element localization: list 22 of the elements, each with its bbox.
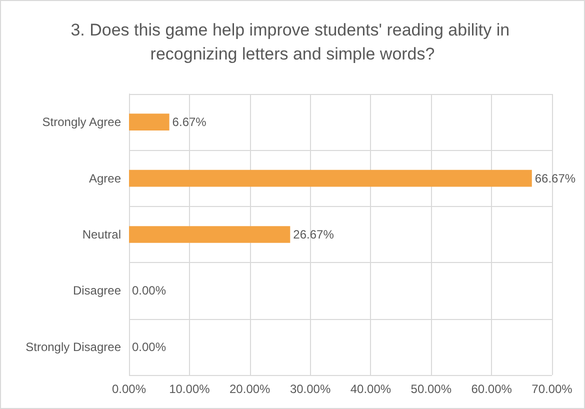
x-tick-label: 40.00% <box>350 382 392 396</box>
x-tick-label: 20.00% <box>230 382 271 396</box>
chart-title: 3. Does this game help improve students' reading ability in recognizing letters and simple words? <box>70 20 514 64</box>
bar <box>129 170 532 187</box>
y-tick-label: Disagree <box>72 284 122 298</box>
data-label: 66.67% <box>534 171 576 186</box>
data-label: 6.67% <box>172 115 207 130</box>
data-label: 0.00% <box>132 340 166 354</box>
data-label: 26.67% <box>293 228 334 242</box>
data-label: 0.00% <box>132 284 166 298</box>
bar <box>129 226 290 243</box>
y-tick-label: Strongly Disagree <box>26 340 122 354</box>
y-tick-label: Neutral <box>82 228 121 242</box>
x-tick-label: 10.00% <box>169 382 210 396</box>
y-tick-label: Agree <box>88 171 122 186</box>
x-tick-label: 50.00% <box>410 382 452 396</box>
x-tick-label: 60.00% <box>471 382 512 396</box>
bar <box>129 114 170 131</box>
x-tick-label: 30.00% <box>290 382 331 396</box>
y-tick-label: Strongly Agree <box>42 115 122 130</box>
x-tick-label: 0.00% <box>112 382 146 396</box>
x-tick-label: 70.00% <box>532 382 573 396</box>
